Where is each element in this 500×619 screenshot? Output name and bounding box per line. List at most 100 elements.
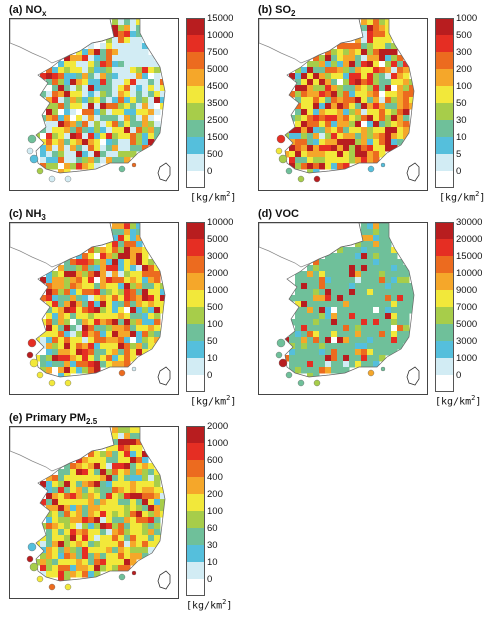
map-cell [58,355,65,362]
map-cell [64,373,71,377]
map-cell [76,283,83,290]
map-cell [100,541,107,548]
map-cell [307,355,314,362]
map-cell [112,241,119,248]
map-cell [349,109,356,116]
map-cell [52,535,59,542]
map-cell [349,307,356,314]
island [285,167,293,175]
map-cell [52,319,59,326]
colorbar-tick-label: 200 [456,64,472,75]
map-cell [148,517,155,524]
map-cell [112,19,119,26]
map-cell [82,367,89,374]
map-cell [94,463,101,470]
map-cell [373,241,380,248]
colorbar-tick-label: 3000 [456,336,478,347]
colorbar-tick-label: 100 [207,506,223,517]
map-cell [106,517,113,524]
map-cell [58,277,65,284]
map-cell [124,283,131,290]
map-cell [82,109,89,116]
map-cell [76,307,83,314]
map-cell [142,49,149,56]
map-cell [94,517,101,524]
map-cell [112,157,119,164]
map-cell [367,241,374,248]
map-cell [64,547,71,554]
map-cell [118,103,125,110]
map-cell [391,103,398,110]
map-cell [100,97,107,104]
map-cell [142,343,149,350]
map-cell [142,127,149,134]
map-cell [331,145,338,152]
map-cell [124,547,131,554]
map-cell [142,487,149,494]
map-cell [112,67,119,74]
map-cell [319,103,326,110]
map-cell [154,91,161,98]
map-cell [136,307,143,314]
map-cell [349,67,356,74]
map-cell [367,91,374,98]
map-cell [130,481,137,488]
map-cell [100,247,107,254]
map-cell [130,121,137,128]
map-cell [379,277,386,284]
map-cell [130,73,137,80]
map-cell [148,469,155,476]
map-cell [106,85,113,92]
map-cell [76,49,83,56]
map-cell [373,265,380,272]
map-cell [313,319,320,326]
map-cell [82,319,89,326]
map-cell [148,535,155,542]
map-cell [319,85,326,92]
map-cell [124,229,131,236]
island [313,175,321,183]
map-cell [391,73,398,80]
map-cell [118,115,125,122]
map-cell [361,151,368,158]
map-cell [319,115,326,122]
map-cell [343,295,350,302]
map-cell [118,517,125,524]
map-cell [379,115,386,122]
map-cell [319,271,326,278]
map-cell [130,103,137,110]
map-cell [70,565,77,572]
map-cell [124,73,131,80]
map-cell [124,79,131,86]
map-cell [100,307,107,314]
map-cell [343,283,350,290]
map-cell [70,553,77,560]
map-cell [373,91,380,98]
map-cell [331,55,338,62]
map-cell [130,247,137,254]
map-cell [112,103,119,110]
map-cell [124,529,131,536]
map-cell [46,337,53,344]
map-cell [373,67,380,74]
map-cell [106,481,113,488]
map-cell [70,73,77,80]
map-cell [46,295,53,302]
map-cell [343,145,350,152]
map-cell [319,313,326,320]
map-cell [52,493,59,500]
map-cell [142,289,149,296]
map-cell [385,73,392,80]
map-cell [409,289,414,296]
map-cell [307,67,314,74]
map-cell [391,55,398,62]
map-cell [313,283,320,290]
map-cell [52,559,59,566]
map-cell [160,499,165,506]
map-cell [397,85,404,92]
map-cell [349,247,356,254]
map-cell [367,157,374,164]
map-cell [52,67,59,74]
map-cell [94,547,101,554]
map-cell [52,355,59,362]
